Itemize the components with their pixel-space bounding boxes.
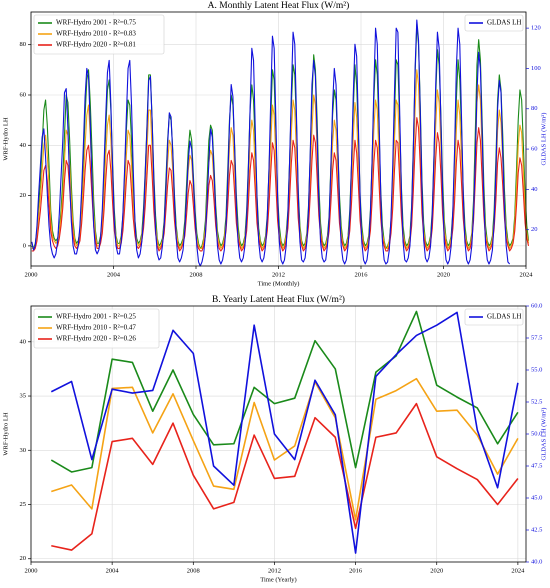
y-tick-label-right: 100 <box>531 65 541 72</box>
legend-box-right <box>464 14 524 32</box>
x-tick-label: 2020 <box>430 567 443 574</box>
y-tick-label-left: 35 <box>20 393 27 400</box>
y-tick-label-right: 45.0 <box>531 494 542 501</box>
y-tick-label-right: 120 <box>531 25 541 32</box>
legend-box-right <box>464 308 524 326</box>
y-axis-label-right: GLDAS LH (W/m²) <box>540 113 547 166</box>
x-axis-label: Time (Monthly) <box>258 280 300 287</box>
y-tick-label-left: 30 <box>20 447 27 454</box>
y-tick-label-left: 20 <box>20 192 27 199</box>
y-tick-label-left: 25 <box>20 501 27 508</box>
x-tick-label: 2008 <box>190 271 203 278</box>
y-axis-label-left: WRF-Hydro LH <box>2 412 9 455</box>
x-tick-label: 2004 <box>107 271 121 278</box>
y-tick-label-right: 50.0 <box>531 430 542 437</box>
y-tick-label-right: 60.0 <box>531 302 542 309</box>
legend-box-left <box>33 308 160 349</box>
series-line-wrf2020 <box>51 402 519 551</box>
series-line-gldas <box>31 19 511 267</box>
y-tick-label-right: 42.5 <box>531 526 542 533</box>
y-axis-label-right: GLDAS LH (W/m²) <box>540 408 547 461</box>
y-tick-label-right: 20 <box>531 226 538 233</box>
x-tick-label: 2004 <box>106 567 120 574</box>
x-tick-label: 2000 <box>25 567 38 574</box>
y-axis-label-left: WRF-Hydro LH <box>2 117 9 160</box>
legend-entry: GLDAS LH <box>487 313 521 321</box>
y-tick-label-left: 40 <box>20 142 27 149</box>
y-tick-label-left: 80 <box>20 41 27 48</box>
x-tick-label: 2024 <box>520 271 534 278</box>
legend-entry: WRF-Hydro 2001 - R²=0.75 <box>56 19 136 27</box>
legend-entry: WRF-Hydro 2010 - R²=0.47 <box>56 324 136 332</box>
chart-title: B. Yearly Latent Heat Flux (W/m²) <box>212 294 345 305</box>
y-tick-label-right: 40 <box>531 186 538 193</box>
series-line-gldas <box>50 311 519 554</box>
y-tick-label-right: 52.5 <box>531 398 542 405</box>
legend-entry: GLDAS LH <box>487 19 521 27</box>
chart-title: A. Monthly Latent Heat Flux (W/m²) <box>208 0 350 11</box>
y-tick-label-left: 0 <box>23 242 26 249</box>
y-tick-label-right: 80 <box>531 105 538 112</box>
x-tick-label: 2012 <box>268 567 281 574</box>
y-tick-label-right: 40.0 <box>531 558 542 565</box>
x-tick-label: 2020 <box>437 271 450 278</box>
yearly-panel: 2000 2004 2008 2012 2016 2020 2024 20 25 30 35 40 40… <box>2 294 547 583</box>
x-tick-label: 2000 <box>25 271 38 278</box>
legend-box-left <box>33 14 165 55</box>
legend-entry: WRF-Hydro 2010 - R²=0.83 <box>56 30 136 38</box>
x-tick-label: 2012 <box>272 271 285 278</box>
x-tick-label: 2024 <box>511 567 525 574</box>
series-line-wrf2001 <box>50 310 519 473</box>
legend-entry: WRF-Hydro 2020 - R²=0.81 <box>56 41 136 49</box>
monthly-panel: 2000 2004 2008 2012 2016 2020 2024 0 20 40 60 80 20 4… <box>2 0 547 287</box>
y-tick-label-right: 57.5 <box>531 334 542 341</box>
legend-entry: WRF-Hydro 2001 - R²=0.25 <box>56 313 136 321</box>
x-tick-label: 2008 <box>187 567 200 574</box>
x-tick-label: 2016 <box>355 271 369 278</box>
y-tick-label-left: 40 <box>20 338 27 345</box>
x-axis-label: Time (Yearly) <box>260 576 296 583</box>
x-tick-label: 2016 <box>349 567 363 574</box>
y-tick-label-right: 60 <box>531 146 538 153</box>
y-tick-label-right: 47.5 <box>531 462 542 469</box>
y-tick-label-left: 60 <box>20 91 27 98</box>
y-tick-label-left: 20 <box>20 555 27 562</box>
series-line-wrf2010 <box>51 377 519 521</box>
legend-entry: WRF-Hydro 2020 - R²=0.26 <box>56 335 136 343</box>
y-tick-label-right: 55.0 <box>531 366 542 373</box>
